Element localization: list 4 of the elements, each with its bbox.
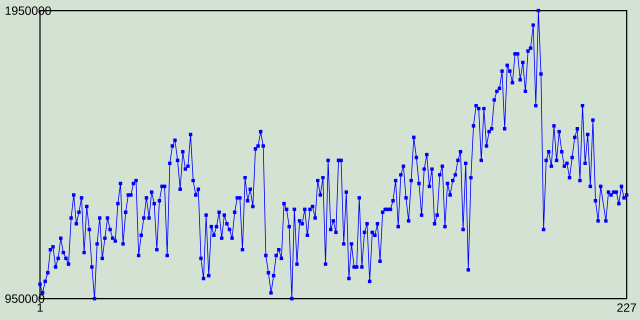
y-tick-label: 950000	[5, 294, 44, 303]
x-tick-label: 1	[38, 303, 43, 312]
x-tick-label: 227	[617, 303, 636, 312]
y-tick-label: 1950000	[6, 6, 51, 15]
